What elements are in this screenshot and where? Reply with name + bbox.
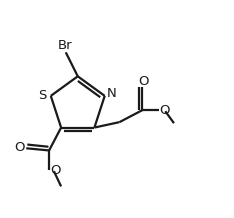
Text: O: O [14, 141, 25, 154]
Text: Br: Br [57, 39, 72, 52]
Text: N: N [106, 87, 116, 100]
Text: O: O [50, 164, 60, 177]
Text: O: O [160, 104, 170, 117]
Text: O: O [138, 75, 148, 88]
Text: S: S [38, 89, 47, 102]
